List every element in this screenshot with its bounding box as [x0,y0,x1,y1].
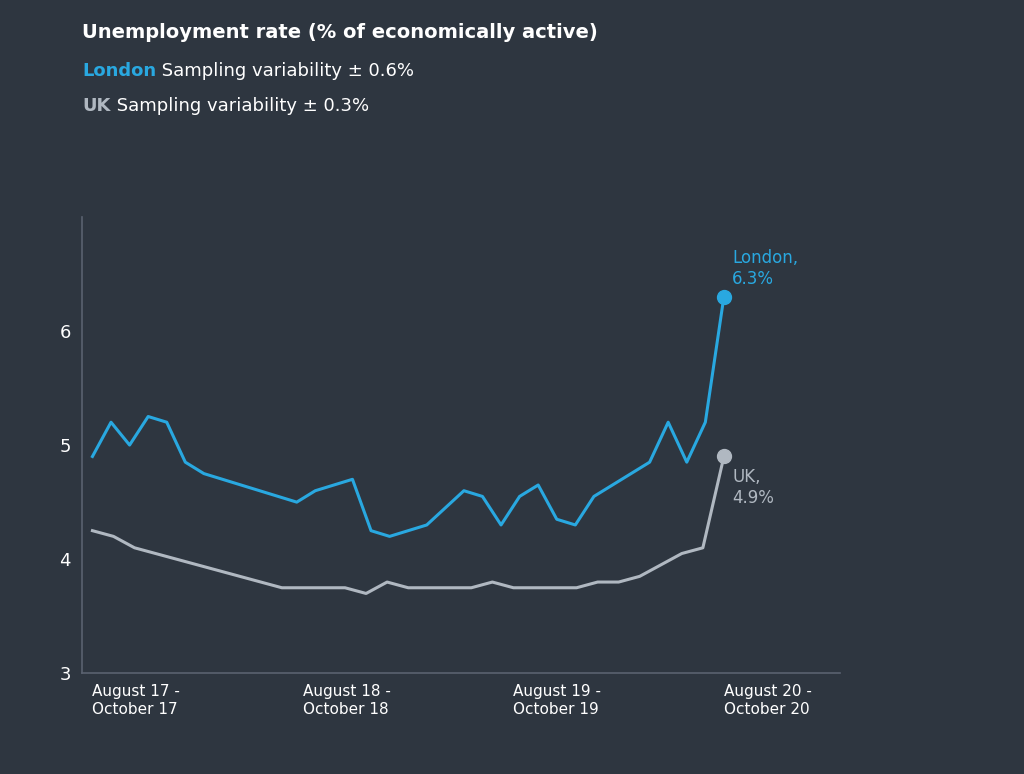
Text: Sampling variability ± 0.6%: Sampling variability ± 0.6% [156,62,414,80]
Text: Unemployment rate (% of economically active): Unemployment rate (% of economically act… [82,23,598,43]
Text: London: London [82,62,156,80]
Text: London,
6.3%: London, 6.3% [732,248,799,287]
Text: Sampling variability ± 0.3%: Sampling variability ± 0.3% [111,97,369,115]
Text: UK,
4.9%: UK, 4.9% [732,467,774,507]
Text: UK: UK [82,97,111,115]
